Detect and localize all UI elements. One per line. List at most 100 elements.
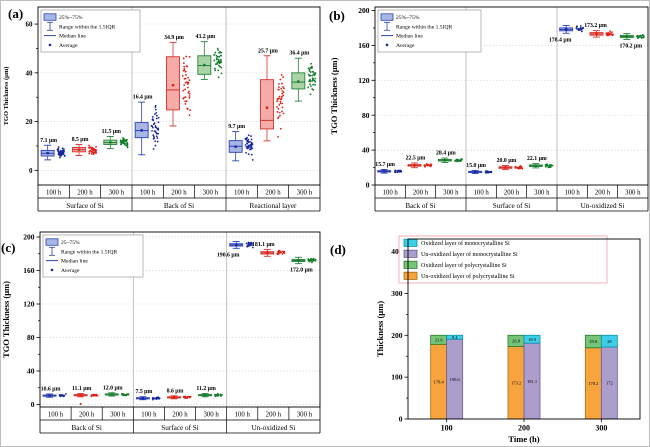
svg-text:100 h: 100 h <box>140 190 156 197</box>
svg-text:181.1: 181.1 <box>527 379 537 384</box>
box-surface-of-si-100-h: 7.1 μm <box>40 138 66 161</box>
box-back-of-si-100-h: 10.6 μm <box>41 386 67 398</box>
svg-text:200: 200 <box>518 424 530 433</box>
svg-text:Thickness (μm): Thickness (μm) <box>375 301 385 357</box>
scatter-points <box>245 241 254 249</box>
svg-text:100 h: 100 h <box>234 190 250 197</box>
panel-d-stacked-bar-chart: 0 100 200 300 400 178.4 21.6 190.6 9.4 100 173.2 26… <box>375 235 641 444</box>
svg-text:300 h: 300 h <box>203 412 219 419</box>
svg-text:40: 40 <box>26 69 34 77</box>
svg-text:Median line: Median line <box>396 34 423 40</box>
svg-text:200 h: 200 h <box>504 190 520 197</box>
svg-text:10.6 μm: 10.6 μm <box>41 386 61 392</box>
box-surface-of-si-300-h: 11.5 μm <box>102 129 129 150</box>
svg-text:25–75%: 25–75% <box>61 240 80 246</box>
scatter-points <box>307 62 317 96</box>
scatter-points <box>635 34 645 40</box>
scatter-points <box>394 169 403 174</box>
scatter-points <box>214 393 223 398</box>
svg-text:100: 100 <box>441 424 453 433</box>
box-un-oxidized-si-100-h: 190.6 μm <box>217 241 254 258</box>
svg-text:0: 0 <box>366 181 370 190</box>
svg-text:200 h: 200 h <box>77 190 93 197</box>
svg-text:25.7 μm: 25.7 μm <box>258 48 278 54</box>
panel-label-c: (c) <box>1 240 16 255</box>
box-surface-of-si-200-h: 8.6 μm <box>167 388 192 400</box>
svg-text:Surface of Si: Surface of Si <box>493 202 531 210</box>
svg-text:200 h: 200 h <box>79 412 95 419</box>
box-back-of-si-100-h: 16.4 μm <box>133 95 160 156</box>
svg-text:300: 300 <box>595 424 607 433</box>
svg-text:Time (h): Time (h) <box>508 434 539 444</box>
svg-text:Range within the 1.5IQR: Range within the 1.5IQR <box>396 24 453 30</box>
svg-text:20: 20 <box>26 118 34 126</box>
legend: 25%~75% Range within the 1.5IQR Median lin… <box>377 9 482 53</box>
svg-text:200 h: 200 h <box>266 412 282 419</box>
svg-text:300 h: 300 h <box>203 190 219 197</box>
segment-monocrystalline-si-bar_cyan <box>523 334 541 344</box>
svg-text:9.7 μm: 9.7 μm <box>228 124 245 130</box>
svg-text:20.0 μm: 20.0 μm <box>497 158 517 164</box>
scatter-points <box>575 25 585 33</box>
bar-group-300: 170.2 29.8 172 28 <box>584 334 618 420</box>
scatter-points <box>181 55 192 117</box>
svg-text:160: 160 <box>358 41 370 50</box>
plot-d: 0 100 200 300 400 178.4 21.6 190.6 9.4 100 173.2 26… <box>375 235 641 444</box>
panel-c-boxplot-chart: 0 40 80 120 160 200 100 h 200 h 300 h 100 h 200 h 3… <box>1 231 321 434</box>
scatter-points <box>182 395 192 400</box>
svg-text:Range within the 1.5IQR: Range within the 1.5IQR <box>59 24 116 30</box>
svg-text:12.0 μm: 12.0 μm <box>103 385 123 391</box>
svg-text:Median line: Median line <box>61 259 88 265</box>
scatter-points <box>605 30 614 37</box>
svg-text:300 h: 300 h <box>443 190 459 197</box>
scatter-points <box>151 396 161 401</box>
svg-text:173.2: 173.2 <box>511 380 521 385</box>
scatter-points <box>244 134 254 161</box>
segment-monocrystalline-si-bar_cyan <box>446 334 464 340</box>
box-un-oxidized-si-200-h: 181.1 μm <box>252 242 286 257</box>
scatter-points <box>150 104 160 150</box>
svg-text:200 h: 200 h <box>172 412 188 419</box>
svg-text:22.1 μm: 22.1 μm <box>527 156 547 162</box>
scatter-points <box>213 47 223 79</box>
box-un-oxidized-si-200-h: 173.2 μm <box>584 23 614 38</box>
svg-text:173.2 μm: 173.2 μm <box>584 23 607 29</box>
svg-text:60: 60 <box>26 21 34 29</box>
svg-text:200: 200 <box>358 6 370 15</box>
svg-text:Average: Average <box>59 43 78 49</box>
svg-text:Reactional layer: Reactional layer <box>250 202 298 210</box>
svg-text:0: 0 <box>399 415 403 424</box>
svg-text:Un-oxidized Si: Un-oxidized Si <box>251 424 295 432</box>
svg-text:100: 100 <box>391 373 403 382</box>
scatter-points <box>119 137 129 149</box>
svg-text:200: 200 <box>23 233 35 242</box>
box-back-of-si-200-h: 22.5 μm <box>406 156 433 169</box>
svg-text:100 h: 100 h <box>383 190 399 197</box>
box-back-of-si-300-h: 12.0 μm <box>103 385 130 397</box>
svg-text:Oxidized layer of monocrystall: Oxidized layer of monocrystalline Si <box>421 240 510 247</box>
panel-label-b: (b) <box>329 8 345 23</box>
bar-group-100: 178.4 21.6 190.6 9.4 <box>430 334 464 420</box>
svg-text:8.5 μm: 8.5 μm <box>72 137 89 143</box>
panel-b-boxplot-chart: 0 40 80 120 160 200 100 h 200 h 300 h 100 h 200 h 3… <box>329 6 649 212</box>
svg-text:0: 0 <box>31 400 35 409</box>
legend: Oxidized layer of monocrystalline Si Un-o… <box>398 235 608 284</box>
svg-text:TGO Thickness (μm): TGO Thickness (μm) <box>3 67 10 126</box>
scatter-points <box>423 163 433 168</box>
svg-text:100 h: 100 h <box>565 190 581 197</box>
scatter-points <box>454 158 463 163</box>
svg-text:200 h: 200 h <box>265 190 281 197</box>
scatter-points <box>120 392 130 397</box>
segment-monocrystalline-si-bar_cyan <box>600 334 618 348</box>
svg-text:300 h: 300 h <box>297 190 313 197</box>
svg-text:100 h: 100 h <box>141 412 157 419</box>
box-reactional-layer-300-h: 36.4 μm <box>289 51 317 102</box>
panel-a-boxplot-chart: 0 20 40 60 100 h 200 h 300 h 100 h 200 h 300 h 100… <box>3 6 321 212</box>
svg-text:Range within the 1.5IQR: Range within the 1.5IQR <box>61 249 118 255</box>
svg-text:11.5 μm: 11.5 μm <box>102 129 122 135</box>
svg-text:26.8: 26.8 <box>512 339 521 344</box>
svg-text:Average: Average <box>61 268 80 274</box>
svg-text:Average: Average <box>396 43 415 49</box>
svg-text:43.2 μm: 43.2 μm <box>195 34 215 40</box>
